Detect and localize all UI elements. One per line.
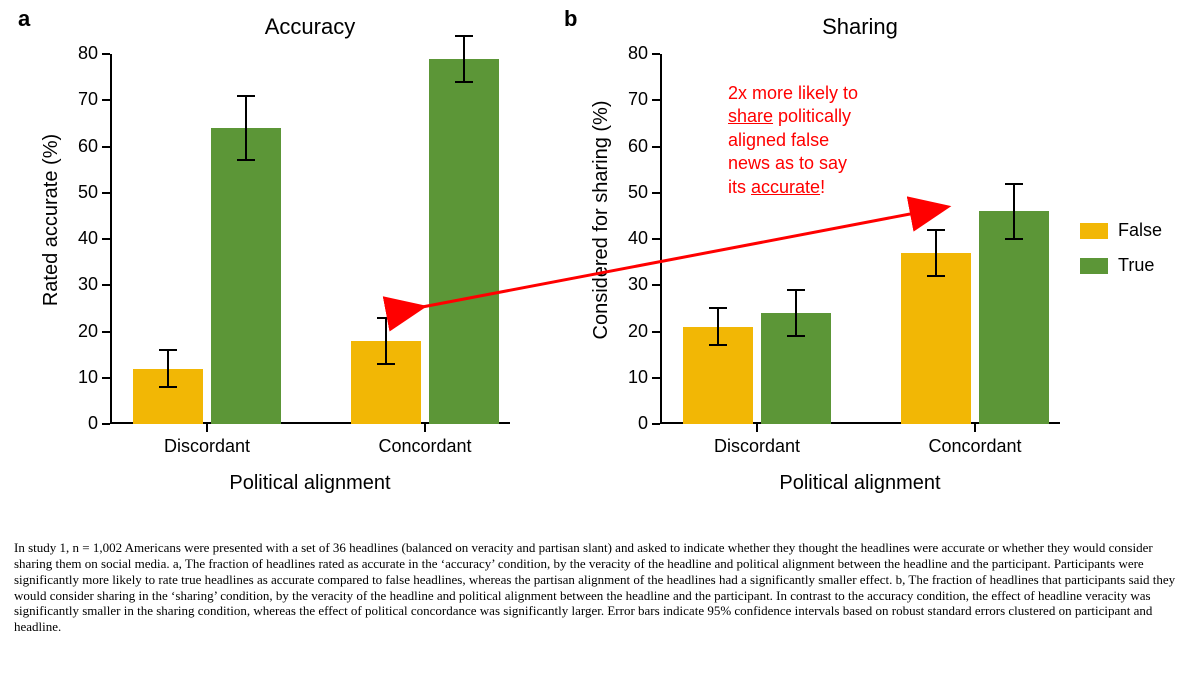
- y-tick: [102, 331, 110, 333]
- legend-label: False: [1118, 220, 1162, 241]
- panel-a-plot: 01020304050607080DiscordantConcordant: [110, 54, 510, 424]
- panel-a-ylabel: Rated accurate (%): [40, 60, 63, 380]
- legend-item-true: True: [1080, 255, 1162, 276]
- y-tick: [102, 53, 110, 55]
- y-tick: [102, 377, 110, 379]
- legend-swatch-true: [1080, 258, 1108, 274]
- y-tick: [102, 146, 110, 148]
- y-tick-label: 60: [58, 136, 98, 157]
- y-tick-label: 70: [608, 89, 648, 110]
- y-tick: [652, 99, 660, 101]
- panel-b-ylabel: Considered for sharing (%): [590, 40, 613, 400]
- panel-a-title: Accuracy: [110, 14, 510, 40]
- x-tick: [424, 424, 426, 432]
- y-tick-label: 10: [58, 367, 98, 388]
- y-tick: [652, 238, 660, 240]
- bar-concordant-true: [979, 211, 1049, 424]
- y-tick: [102, 284, 110, 286]
- bar-discordant-true: [211, 128, 281, 424]
- y-tick: [652, 377, 660, 379]
- panel-a: a Accuracy 01020304050607080DiscordantCo…: [0, 0, 560, 530]
- x-tick: [756, 424, 758, 432]
- x-tick-label: Discordant: [127, 436, 287, 457]
- y-tick: [652, 423, 660, 425]
- y-tick-label: 80: [58, 43, 98, 64]
- y-tick-label: 70: [58, 89, 98, 110]
- y-tick-label: 20: [58, 321, 98, 342]
- caption: In study 1, n = 1,002 Americans were pre…: [14, 540, 1186, 635]
- y-tick: [652, 192, 660, 194]
- y-tick: [652, 146, 660, 148]
- y-tick-label: 10: [608, 367, 648, 388]
- y-tick-label: 0: [608, 413, 648, 434]
- y-tick: [652, 284, 660, 286]
- panel-a-xlabel: Political alignment: [110, 472, 510, 495]
- y-tick-label: 80: [608, 43, 648, 64]
- panel-b-xlabel: Political alignment: [660, 472, 1060, 495]
- x-tick: [206, 424, 208, 432]
- legend-swatch-false: [1080, 223, 1108, 239]
- y-tick: [102, 192, 110, 194]
- y-tick: [102, 423, 110, 425]
- y-tick-label: 30: [58, 274, 98, 295]
- y-tick: [102, 99, 110, 101]
- y-tick-label: 20: [608, 321, 648, 342]
- y-tick-label: 50: [608, 182, 648, 203]
- y-tick-label: 30: [608, 274, 648, 295]
- panel-b-title: Sharing: [660, 14, 1060, 40]
- y-tick-label: 60: [608, 136, 648, 157]
- y-tick: [652, 53, 660, 55]
- panels-row: a Accuracy 01020304050607080DiscordantCo…: [0, 0, 1200, 530]
- y-tick-label: 40: [58, 228, 98, 249]
- legend-label: True: [1118, 255, 1154, 276]
- y-axis: [660, 54, 662, 424]
- panel-b-letter: b: [564, 6, 577, 32]
- y-tick: [652, 331, 660, 333]
- legend: False True: [1080, 220, 1162, 290]
- panel-b: b Sharing 0 10 20 30 40 50 60 70 80 Discordant Con…: [560, 0, 1200, 530]
- bar-concordant-true: [429, 59, 499, 424]
- x-tick-label: Discordant: [677, 436, 837, 457]
- legend-item-false: False: [1080, 220, 1162, 241]
- x-tick: [974, 424, 976, 432]
- figure: a Accuracy 01020304050607080DiscordantCo…: [0, 0, 1200, 675]
- y-tick: [102, 238, 110, 240]
- y-tick-label: 40: [608, 228, 648, 249]
- y-tick-label: 50: [58, 182, 98, 203]
- y-axis: [110, 54, 112, 424]
- bar-concordant-false: [901, 253, 971, 424]
- annotation-text: 2x more likely toshare politicallyaligne…: [728, 82, 938, 199]
- x-tick-label: Concordant: [345, 436, 505, 457]
- y-tick-label: 0: [58, 413, 98, 434]
- panel-a-letter: a: [18, 6, 30, 32]
- x-tick-label: Concordant: [895, 436, 1055, 457]
